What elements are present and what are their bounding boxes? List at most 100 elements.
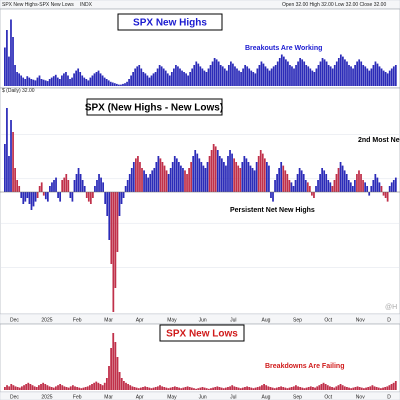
new-lows-bar [93,382,96,390]
month-label: Apr [136,318,144,324]
new-lows-bar [23,385,25,390]
month-label-bottom: Oct [324,395,332,400]
new-highs-bar [291,66,293,86]
new-lows-bar [12,385,15,390]
new-highs-bar [73,73,75,86]
new-lows-bar [237,387,240,390]
new-highs-bar [280,54,283,86]
new-highs-bar [189,72,192,86]
new-lows-bar [267,386,270,390]
month-label-bottom: 2025 [41,395,52,400]
net-bar [182,168,184,192]
net-bar [190,162,193,192]
net-bar [186,174,188,192]
new-highs-bar [109,81,112,86]
net-bar [214,146,217,192]
new-highs-bar [372,65,375,86]
new-highs-bar [85,79,88,86]
net-bar [274,180,276,192]
new-lows-bar [326,385,329,390]
new-lows-bar [180,388,183,390]
net-title: SPX (New Highs - New Lows) [85,103,223,114]
new-highs-bar [18,73,20,86]
new-highs-annotation: Breakouts Are Working [245,45,322,52]
net-bar [26,192,29,198]
net-bar [354,180,356,192]
net-bar [8,156,10,192]
net-bar [345,174,348,192]
new-highs-bar [101,75,104,86]
new-lows-bar [76,387,79,390]
new-lows-bar [252,388,255,390]
new-highs-bar [134,68,137,86]
new-lows-bar [224,387,227,390]
new-lows-bar [239,388,242,390]
new-lows-bar [322,382,325,390]
net-bar [204,168,207,192]
net-bar [71,192,74,202]
new-lows-bar [273,388,276,390]
new-lows-bar [233,386,236,390]
new-highs-bar [246,66,249,86]
new-highs-bar [156,68,159,86]
net-bar [266,162,268,192]
month-label: 2025 [41,318,52,324]
new-lows-bar [63,386,66,390]
new-lows-bar [50,387,53,390]
new-lows-bar [82,387,85,390]
new-lows-bar [80,388,83,390]
net-bar [237,165,240,192]
net-bar [386,192,389,202]
new-highs-bar [356,61,358,86]
new-lows-bar [371,385,374,390]
new-lows-bar [290,387,293,390]
net-bar [239,168,242,192]
new-highs-bar [287,61,289,86]
new-lows-bar [346,387,348,390]
net-bar [32,192,35,207]
net-bar [278,168,281,192]
month-axis-top: Dec 2025 Feb Mar Apr May Jun Jul Aug Sep Oct Nov D [10,318,391,324]
net-bar [92,192,94,198]
new-lows-bar [152,387,155,390]
month-label-bottom: Apr [136,395,144,400]
new-lows-bar [40,384,42,390]
new-lows-bar [235,387,238,390]
new-highs-bar [97,70,100,86]
new-lows-bar [186,386,189,390]
new-highs-bar [248,68,251,86]
new-lows-bar [203,387,206,390]
month-label-bottom: Jun [199,395,207,400]
new-lows-bar [380,388,382,390]
net-bar [268,165,270,192]
new-highs-bar [366,68,369,86]
new-highs-bar [207,68,210,86]
net-new-highs-bars [0,108,400,312]
new-highs-bar [354,65,356,86]
new-highs-bar [138,65,141,86]
net-bar [380,186,383,192]
new-lows-bar [125,382,127,390]
net-bar [241,162,244,192]
new-lows-bar [229,386,231,390]
month-axis-bottom: Dec 2025 Feb Mar Apr May Jun Jul Aug Sep Oct Nov D [10,395,391,400]
net-bar [130,168,133,192]
new-highs-bar [128,79,130,86]
net-bar [311,192,313,196]
new-highs-bar [75,70,77,86]
net-bar [315,186,317,192]
month-label-bottom: Jul [230,395,236,400]
new-highs-bar [278,58,281,86]
new-highs-bar [307,66,310,86]
new-lows-bar [316,386,319,390]
new-lows-bar [137,388,140,390]
new-lows-bar [254,387,257,390]
new-highs-bar [20,75,23,86]
new-highs-bar [244,65,247,86]
new-lows-bar [84,387,87,390]
new-highs-bar [16,72,18,86]
symbol-text: SPX New Highs-SPX New Lows [2,2,74,8]
net-bar [89,192,92,204]
net-bar [165,170,168,192]
new-lows-bar [375,387,378,390]
